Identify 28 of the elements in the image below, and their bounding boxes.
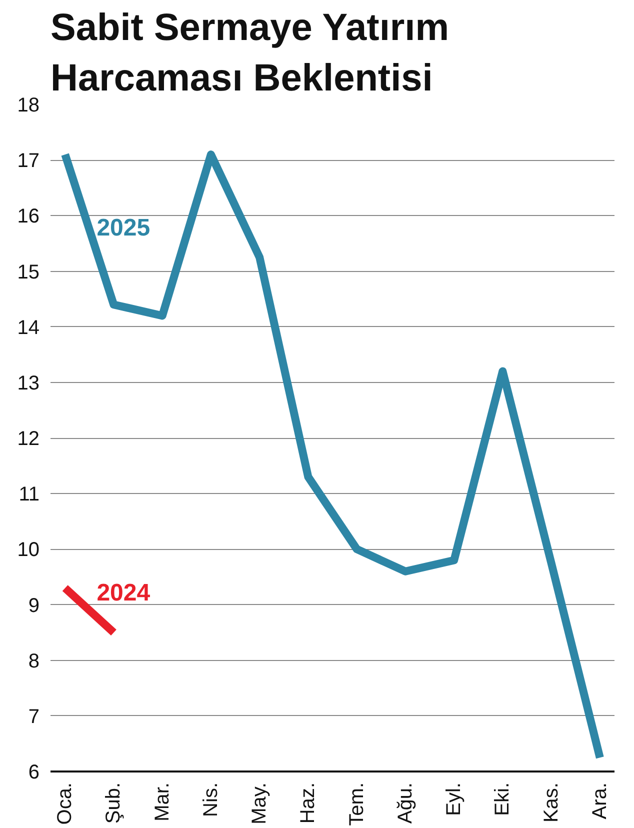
x-tick-label: Eyl. [443,782,466,816]
x-tick-label: Kas. [540,782,562,823]
y-tick-label: 8 [28,650,40,672]
series-label: 2025 [96,214,150,242]
x-tick-label: Mar. [151,782,174,822]
y-tick-label: 10 [17,539,40,562]
y-tick-label: 15 [17,261,40,284]
x-tick-label: Ara. [588,782,611,820]
x-tick-label: Oca. [54,782,76,825]
y-tick-label: 6 [28,762,40,784]
series-label: 2024 [96,579,151,606]
y-tick-label: 13 [17,372,40,394]
x-tick-label: Tem. [346,782,368,826]
x-tick-label: May. [248,782,271,824]
chart-title: Sabit Sermaye Yatırım Harcaması Beklentisi [50,7,450,100]
x-tick-label: Eki. [492,782,514,816]
x-tick-label: Nis. [200,782,222,817]
x-tick-label: Şub. [102,782,125,824]
y-tick-label: 9 [28,594,40,617]
x-tick-label: Ağu. [394,782,416,824]
x-tick-label: Haz. [297,782,320,824]
y-tick-label: 14 [17,316,40,339]
y-tick-label: 11 [18,484,40,506]
y-tick-label: 18 [17,94,40,116]
y-tick-label: 17 [17,150,40,172]
y-tick-label: 7 [28,706,40,728]
y-tick-label: 12 [17,428,40,450]
y-tick-label: 16 [17,206,40,228]
